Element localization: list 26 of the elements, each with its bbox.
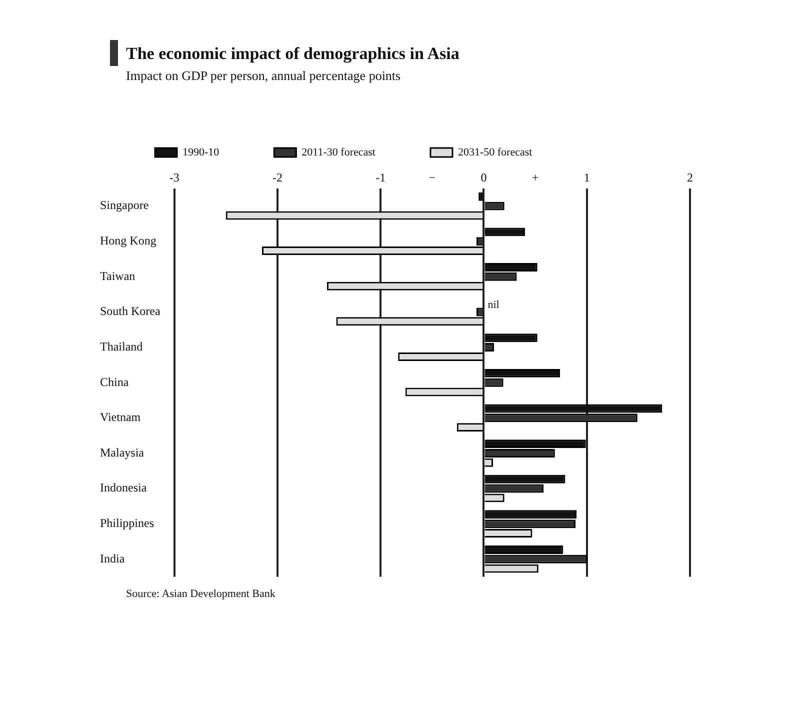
legend-label: 2011-30 forecast — [302, 146, 376, 158]
y-tick-label: South Korea — [100, 304, 161, 318]
legend-label: 1990-10 — [182, 146, 220, 158]
y-tick-label: Hong Kong — [100, 234, 156, 248]
y-tick-label: Malaysia — [100, 445, 145, 460]
x-tick-label: + — [532, 170, 539, 184]
y-tick-label: Thailand — [100, 339, 143, 354]
x-tick-label: -2 — [272, 170, 282, 184]
x-tick-label: 1 — [584, 170, 590, 184]
y-tick-label: Singapore — [100, 198, 149, 212]
chart-subtitle: Impact on GDP per person, annual percentage points — [126, 68, 401, 84]
x-tick-label: 0 — [480, 170, 487, 184]
chart-title: The economic impact of demographics in Asia — [126, 44, 460, 64]
source-note: Source: Asian Development Bank — [126, 588, 276, 600]
x-tick-label: -3 — [169, 170, 180, 184]
x-tick-label: − — [428, 170, 436, 184]
x-tick-label: 2 — [687, 170, 693, 184]
legend-label: 2031-50 forecast — [458, 146, 532, 158]
y-tick-label: Philippines — [100, 516, 154, 530]
annotation: nil — [488, 298, 500, 311]
y-tick-label: India — [100, 551, 126, 566]
x-tick-label: -1 — [376, 170, 386, 184]
y-tick-label: Taiwan — [100, 268, 136, 283]
y-tick-label: Indonesia — [100, 480, 148, 495]
y-tick-label: China — [100, 374, 130, 389]
y-tick-label: Vietnam — [100, 410, 142, 424]
